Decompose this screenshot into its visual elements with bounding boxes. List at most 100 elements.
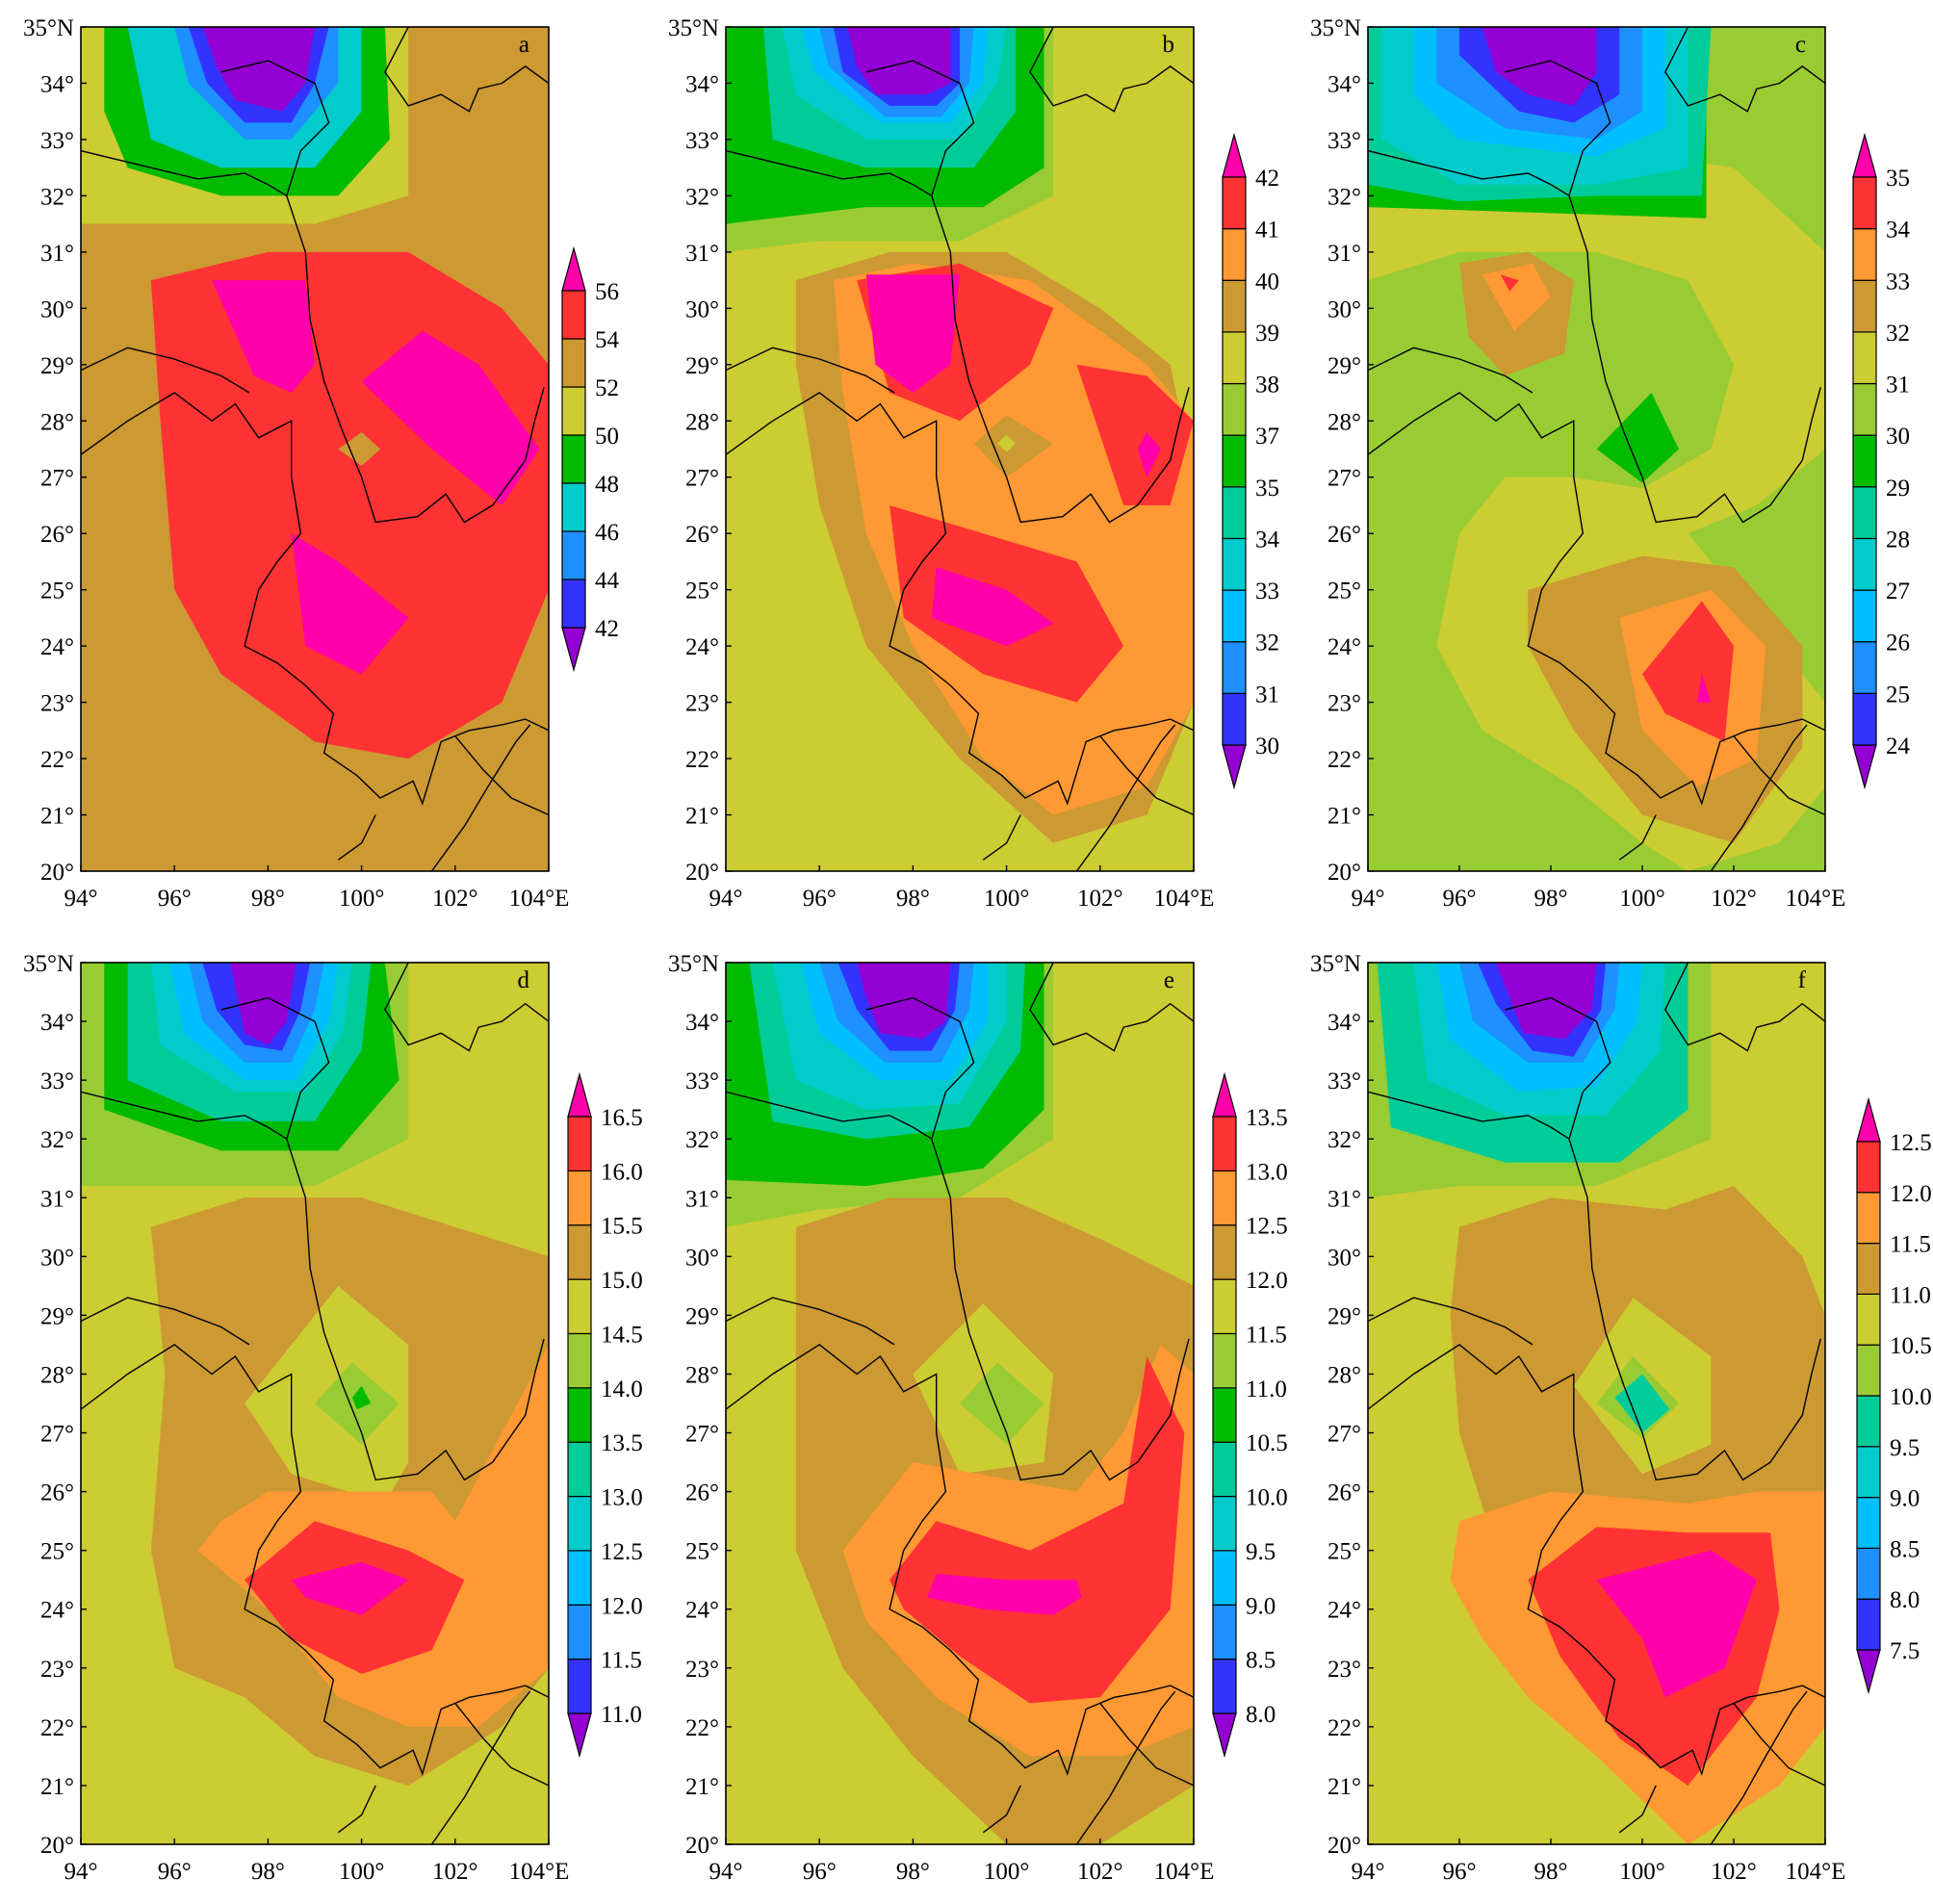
contour-region (1614, 1374, 1670, 1433)
plot-frame (1367, 26, 1826, 872)
colorbar-top-arrow (1212, 1071, 1237, 1118)
colorbar-segment (567, 1495, 592, 1552)
contour-region (1500, 274, 1519, 292)
colorbar-level-label: 25 (1886, 682, 1910, 708)
colorbar-level-label: 26 (1886, 630, 1910, 656)
border-line (220, 996, 545, 1481)
colorbar-level-label: 12.0 (601, 1593, 643, 1619)
x-tick-label: 104°E (1786, 886, 1846, 912)
colorbar-level-label: 11.0 (1246, 1377, 1287, 1402)
border-line (1368, 1297, 1534, 1346)
y-tick-label: 21° (685, 1774, 719, 1800)
contour-region (291, 533, 409, 675)
colorbar-level-label: 8.5 (1246, 1648, 1276, 1674)
colorbar-level-label: 30 (1255, 733, 1279, 759)
y-tick-label: 27° (685, 466, 719, 492)
y-tick-label: 21° (1327, 1774, 1361, 1800)
colorbar-top-arrow (567, 1071, 592, 1118)
map-area (81, 27, 549, 871)
border-line (982, 1785, 1021, 1834)
y-tick-label: 21° (685, 804, 719, 830)
colorbar-level-label: 14.0 (601, 1377, 643, 1402)
contour-region (889, 1356, 1185, 1704)
colorbar-segment (1222, 589, 1247, 643)
x-tick-label: 100° (339, 1859, 385, 1885)
colorbar-segment (567, 1604, 592, 1660)
colorbar: 30 31 32 33 34 35 37 38 39 40 41 42 (1222, 132, 1280, 790)
colorbar-level-label: 11.5 (1246, 1322, 1287, 1348)
colorbar-segment (567, 1224, 592, 1280)
y-tick-label: 29° (1327, 353, 1361, 379)
colorbar-segment (561, 434, 586, 484)
x-tick-label: 100° (984, 886, 1030, 912)
contour-region (212, 280, 315, 393)
colorbar-segment (1856, 1192, 1881, 1245)
colorbar-level-label: 37 (1255, 424, 1279, 450)
x-tick-label: 96° (803, 886, 837, 912)
y-tick-label: 25° (40, 1539, 74, 1565)
colorbar-segment (1856, 1242, 1881, 1295)
colorbar-level-label: 32 (1255, 630, 1279, 656)
contour-region (338, 432, 380, 466)
y-tick-label: 23° (685, 1657, 719, 1683)
y-tick-label: 26° (685, 522, 719, 548)
border-line (1618, 1785, 1657, 1834)
colorbar-level-label: 24 (1886, 733, 1911, 759)
panel-label: e (1164, 967, 1174, 993)
x-tick-label: 96° (1443, 1859, 1477, 1885)
colorbar-segment (567, 1116, 592, 1171)
y-tick-label: 23° (1327, 1657, 1361, 1683)
colorbar-level-label: 38 (1255, 373, 1279, 399)
panel-f: f 35°N 34° 33° 32° 31° 30° 29° 28° 27° 26° 25° 24° 23… (1310, 951, 1932, 1885)
y-tick-label: 22° (685, 747, 719, 773)
x-tick-label: 102° (1711, 886, 1757, 912)
x-tick-label: 100° (1619, 886, 1665, 912)
colorbar-segment (1222, 692, 1247, 746)
y-tick-label: 31° (40, 1186, 74, 1212)
colorbar: 8.0 8.5 9.0 9.5 10.0 10.5 11.0 11.5 12.0 12.5 13.0… (1212, 1071, 1288, 1759)
contour-region (1076, 364, 1194, 505)
y-tick-label: 26° (40, 522, 74, 548)
border-line (1368, 1344, 1825, 1776)
y-tick-label: 27° (1327, 466, 1361, 492)
y-tick-label: 31° (685, 1186, 719, 1212)
x-tick-label: 100° (339, 886, 385, 912)
y-tick-label: 28° (685, 1362, 719, 1388)
colorbar-level-label: 9.5 (1246, 1539, 1276, 1565)
y-tick-label: 29° (40, 1303, 74, 1329)
x-tick-label: 98° (251, 1859, 285, 1885)
y-tick-label: 25° (1327, 579, 1361, 605)
panel-label: c (1795, 32, 1806, 58)
border-line (384, 27, 549, 113)
x-tick-label: 96° (158, 886, 192, 912)
y-tick-label: 35°N (23, 15, 74, 41)
colorbar-level-label: 30 (1886, 424, 1910, 450)
y-tick-label: 28° (40, 409, 74, 435)
panel-label: a (519, 32, 529, 58)
border-line (454, 735, 549, 816)
colorbar-level-label: 11.0 (1890, 1282, 1931, 1308)
x-tick-label: 98° (1534, 1859, 1568, 1885)
colorbar: 42 44 46 48 50 52 54 56 (561, 245, 620, 673)
colorbar-level-label: 12.5 (601, 1539, 643, 1565)
y-tick-label: 26° (1327, 1480, 1361, 1506)
x-tick-label: 104°E (1786, 1859, 1846, 1885)
colorbar-segment (1222, 486, 1247, 540)
y-tick-label: 32° (685, 1127, 719, 1153)
y-tick-label: 22° (1327, 747, 1361, 773)
colorbar-level-label: 28 (1886, 527, 1910, 553)
y-tick-label: 31° (1327, 241, 1361, 267)
border-line (81, 392, 549, 806)
panel-label: f (1798, 967, 1807, 993)
colorbar-segment (1852, 486, 1877, 540)
border-line (1710, 1690, 1808, 1844)
colorbar-level-label: 15.5 (601, 1214, 643, 1240)
border-line (1099, 735, 1194, 816)
y-tick-label: 31° (685, 241, 719, 267)
plot-frame (725, 26, 1195, 872)
x-tick-label: 94° (709, 886, 743, 912)
colorbar-level-label: 10.0 (1246, 1485, 1288, 1511)
colorbar-segment (1222, 279, 1247, 333)
colorbar-level-label: 35 (1255, 476, 1279, 502)
colorbar-segment (1222, 331, 1247, 385)
